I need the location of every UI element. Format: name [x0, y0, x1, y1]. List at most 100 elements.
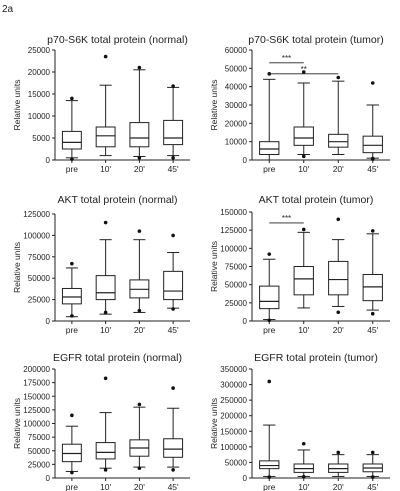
y-tick-label: 125000 [23, 406, 50, 415]
x-tick-label: 10' [100, 164, 111, 174]
chart-panel-5: EGFR total protein (normal) 0 25000 50000 75… [12, 352, 190, 491]
x-tick-label: 20' [333, 325, 344, 335]
outlier-point [137, 466, 142, 470]
iqr-box [259, 460, 280, 470]
x-tick-label: 10' [100, 325, 111, 335]
outlier-point [70, 413, 74, 418]
y-tick-label: 25000 [28, 46, 51, 55]
x-tick-label: 20' [333, 482, 344, 491]
x-tick-label: 45' [168, 325, 179, 335]
y-tick-label: 200000 [23, 365, 50, 374]
iqr-box [61, 130, 82, 150]
y-axis-label: Relative units [12, 242, 22, 293]
x-tick-label: 45' [168, 482, 179, 491]
chart-title: p70-S6K total protein (normal) [47, 34, 188, 46]
y-tick-label: 100000 [23, 231, 50, 240]
iqr-box [61, 287, 82, 305]
y-tick-label: 20000 [28, 68, 51, 77]
iqr-box [328, 133, 349, 148]
outlier-point [267, 379, 272, 384]
y-tick-label: 60000 [225, 46, 248, 55]
figure-label: 2a [2, 4, 14, 15]
box-10min [95, 376, 116, 472]
y-tick-label: 20000 [225, 119, 248, 128]
box-10min [95, 220, 116, 315]
y-tick-label: 0 [46, 474, 51, 483]
outlier-point [70, 157, 74, 161]
outlier-point [336, 217, 341, 222]
chart-panel-6: EGFR total protein (tumor) 0 50000 100000 15… [209, 352, 390, 491]
x-tick-label: 10' [298, 164, 309, 174]
y-tick-label: 50000 [225, 281, 248, 290]
y-tick-label: 350000 [220, 365, 247, 374]
y-tick-label: 0 [243, 317, 248, 326]
box-pre [259, 252, 280, 323]
y-tick-label: 150000 [23, 392, 50, 401]
box-20min [328, 75, 349, 155]
x-tick-label: pre [66, 482, 79, 491]
iqr-box [259, 285, 280, 310]
chart-panel-4: AKT total protein (tumor) 0 25000 50000 7500… [209, 194, 390, 335]
y-tick-label: 15000 [28, 90, 51, 99]
y-tick-label: 100000 [220, 443, 247, 452]
outlier-point [70, 314, 74, 318]
outlier-point [370, 156, 375, 161]
outlier-point [171, 468, 175, 472]
y-tick-label: 75000 [225, 263, 248, 272]
y-tick-label: 0 [243, 156, 248, 165]
outlier-point [301, 70, 306, 74]
outlier-point [370, 311, 375, 316]
y-tick-label: 175000 [23, 379, 50, 388]
outlier-point [70, 261, 74, 266]
y-tick-label: 300000 [220, 381, 247, 390]
chart-panel-1: p70-S6K total protein (normal) 0 5000 10000… [12, 34, 190, 174]
box-pre [61, 261, 82, 318]
y-axis-label: Relative units [12, 398, 22, 449]
significance-label: ** [301, 65, 307, 74]
y-tick-label: 10000 [28, 112, 51, 121]
y-tick-label: 75000 [28, 253, 51, 262]
y-tick-label: 150000 [220, 427, 247, 436]
y-tick-label: 0 [46, 156, 51, 165]
y-tick-label: 25000 [225, 299, 248, 308]
chart-title: p70-S6K total protein (tumor) [248, 34, 383, 46]
outlier-point [137, 402, 142, 407]
box-45min [163, 386, 184, 472]
box-10min [293, 227, 314, 309]
outlier-point [103, 376, 108, 381]
outlier-point [336, 450, 341, 455]
iqr-box [328, 260, 349, 296]
box-20min [328, 217, 349, 315]
outlier-point [103, 468, 108, 472]
box-20min [328, 450, 349, 477]
outlier-point [336, 75, 341, 80]
iqr-box [95, 275, 116, 301]
box-45min [362, 81, 383, 161]
y-tick-label: 0 [243, 474, 248, 483]
y-tick-label: 50000 [28, 274, 51, 283]
chart-title: AKT total protein (normal) [57, 194, 177, 206]
x-tick-label: 10' [298, 482, 309, 491]
x-tick-label: 45' [168, 164, 179, 174]
box-10min [293, 70, 314, 159]
outlier-point [370, 450, 375, 455]
iqr-box [129, 122, 150, 148]
y-tick-label: 200000 [220, 412, 247, 421]
y-tick-label: 25000 [28, 460, 51, 469]
y-axis-label: Relative units [209, 79, 219, 130]
x-tick-label: 20' [134, 325, 145, 335]
box-45min [362, 450, 383, 479]
outlier-point [301, 441, 306, 446]
chart-title: EGFR total protein (normal) [53, 352, 182, 364]
box-pre [259, 72, 280, 161]
outlier-point [301, 474, 306, 479]
significance-bracket: *** [269, 54, 304, 64]
outlier-point [70, 470, 74, 475]
iqr-box [95, 126, 116, 148]
x-tick-label: 20' [333, 164, 344, 174]
outlier-point [137, 156, 142, 160]
x-tick-label: 10' [100, 482, 111, 491]
x-tick-label: 45' [367, 325, 378, 335]
box-45min [163, 233, 184, 311]
box-45min [362, 229, 383, 316]
